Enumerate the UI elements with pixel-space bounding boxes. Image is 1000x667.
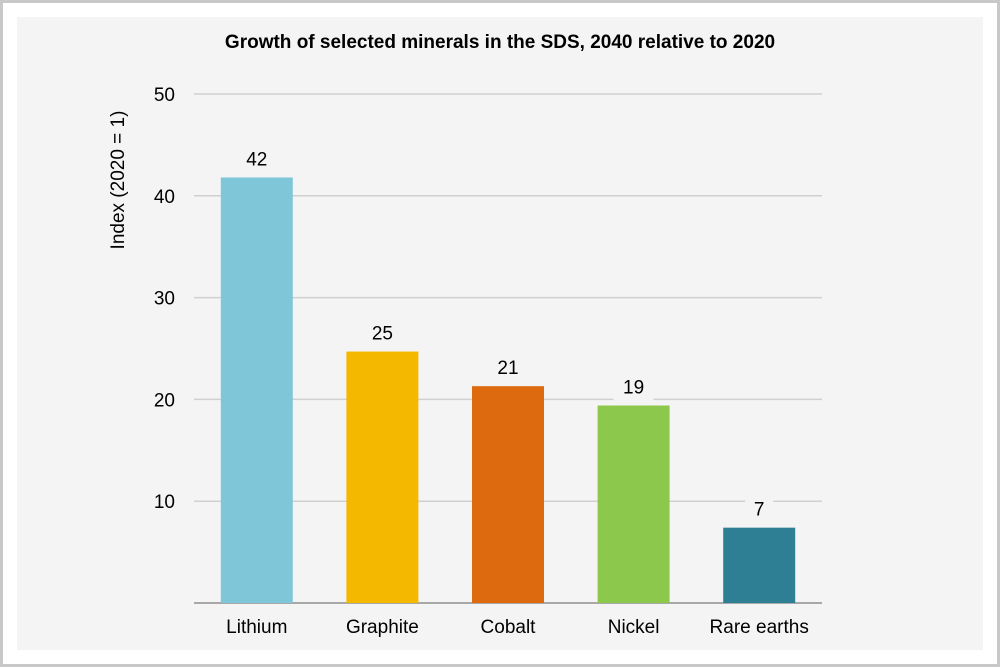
bar-rare-earths xyxy=(723,527,796,603)
data-label-background xyxy=(362,321,403,348)
data-label: 21 xyxy=(497,358,518,379)
data-label: 7 xyxy=(754,500,765,521)
data-label-background xyxy=(488,356,528,383)
y-tick-label: 20 xyxy=(154,390,175,411)
y-tick-label: 50 xyxy=(154,85,175,106)
chart-title: Growth of selected minerals in the SDS, … xyxy=(225,32,775,53)
x-tick-label: Lithium xyxy=(226,617,287,638)
x-tick-label: Cobalt xyxy=(481,617,537,638)
y-tick-label: 10 xyxy=(154,492,175,513)
data-label-background xyxy=(745,497,774,524)
data-label-background xyxy=(613,375,654,402)
data-label: 42 xyxy=(246,149,267,170)
bar-nickel xyxy=(597,405,670,603)
x-tick-label: Graphite xyxy=(346,617,419,638)
bar-graphite xyxy=(346,351,419,603)
data-label: 19 xyxy=(623,378,644,399)
x-tick-label: Rare earths xyxy=(710,617,809,638)
x-tick-label: Nickel xyxy=(608,617,660,638)
y-axis-label: Index (2020 = 1) xyxy=(108,111,129,250)
y-tick-label: 40 xyxy=(154,187,175,208)
data-label-background xyxy=(236,147,277,174)
y-tick-label: 30 xyxy=(154,289,175,310)
bar-cobalt xyxy=(472,386,544,603)
data-label: 25 xyxy=(372,324,393,345)
bar-lithium xyxy=(220,177,293,603)
